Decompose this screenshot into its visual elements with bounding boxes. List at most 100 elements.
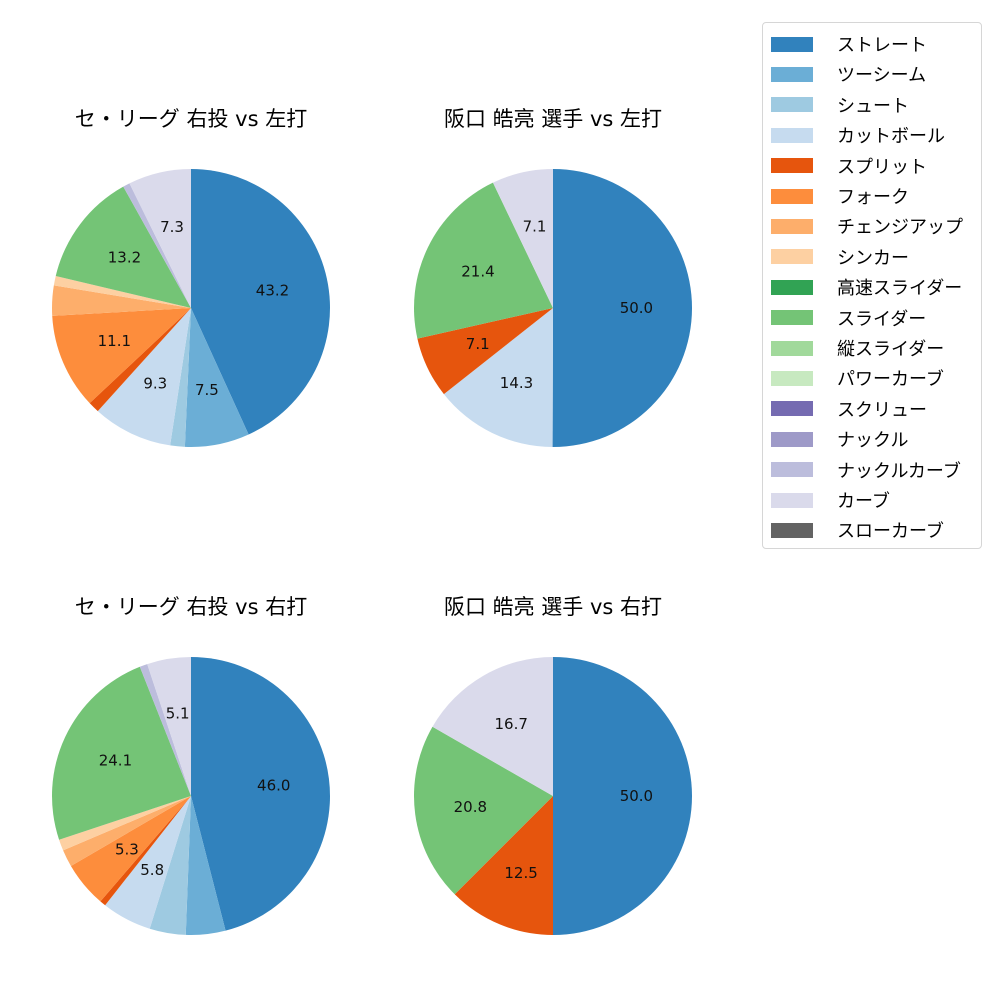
legend-label: カットボール xyxy=(837,126,945,148)
slice-percent-label: 5.1 xyxy=(166,705,190,723)
pie-slice xyxy=(553,657,692,935)
legend-item: ストレート xyxy=(771,32,927,56)
slice-percent-label: 7.3 xyxy=(160,218,184,236)
pie-slice xyxy=(454,796,553,935)
pie-slice xyxy=(149,796,191,935)
legend-swatch xyxy=(771,370,813,386)
chart-title: セ・リーグ 右投 vs 右打 xyxy=(74,595,308,619)
legend-label: ナックル xyxy=(837,430,909,452)
legend-swatch xyxy=(771,431,813,447)
legend-item: フォーク xyxy=(771,184,909,208)
legend-label: スローカーブ xyxy=(837,521,944,543)
pie-slice xyxy=(191,169,331,435)
legend-label: パワーカーブ xyxy=(837,369,944,391)
slice-percent-label: 16.7 xyxy=(495,715,528,733)
legend-swatch xyxy=(771,462,813,478)
legend-swatch xyxy=(771,310,813,326)
slice-percent-label: 9.3 xyxy=(143,374,167,392)
legend-swatch xyxy=(771,127,813,143)
legend-label: ツーシーム xyxy=(837,65,927,87)
pie-slice xyxy=(552,169,693,448)
pie-slice xyxy=(53,275,192,308)
slice-percent-label: 11.1 xyxy=(98,332,131,350)
pie-slice xyxy=(97,308,191,446)
pie-slice xyxy=(105,796,191,929)
legend-label: ストレート xyxy=(837,35,927,56)
pie-chart: 50.0 14.3 7.1 21.4 7.1 xyxy=(414,169,693,448)
slice-percent-label: 7.1 xyxy=(523,218,547,236)
pie-slice xyxy=(129,169,191,308)
legend-item: スローカーブ xyxy=(771,518,944,542)
legend-item: シンカー xyxy=(771,245,909,269)
slice-percent-label: 46.0 xyxy=(257,777,290,795)
legend: ストレートツーシームシュートカットボール スプリットフォークチェンジアップ シンカー… xyxy=(762,22,982,549)
legend-item: スクリュー xyxy=(771,397,927,421)
chart-title: セ・リーグ 右投 vs 左打 xyxy=(74,107,308,131)
legend-item: スプリット xyxy=(771,154,927,178)
slice-percent-label: 20.8 xyxy=(454,798,487,816)
legend-item: チェンジアップ xyxy=(771,214,963,238)
legend-swatch xyxy=(771,158,813,174)
legend-label: シュート xyxy=(837,95,909,117)
pie-slice xyxy=(70,796,191,902)
slice-percent-label: 24.1 xyxy=(99,752,132,770)
pie-slice xyxy=(55,186,192,308)
legend-swatch xyxy=(771,97,813,113)
chart-title: 阪口 皓亮 選手 vs 右打 xyxy=(443,595,663,619)
pie-slice xyxy=(170,308,191,447)
pie-slice xyxy=(51,285,191,316)
slice-percent-label: 12.5 xyxy=(504,864,537,882)
legend-item: カットボール xyxy=(771,123,945,147)
legend-swatch xyxy=(771,492,813,508)
chart-title: 阪口 皓亮 選手 vs 左打 xyxy=(443,107,663,131)
pie-slice xyxy=(59,796,191,851)
legend-item: シュート xyxy=(771,93,909,117)
legend-label: フォーク xyxy=(837,187,909,208)
legend-swatch xyxy=(771,249,813,265)
pie-chart: 46.0 5.85.3 24.1 5.1 xyxy=(51,657,331,935)
legend-label: チェンジアップ xyxy=(837,217,963,239)
legend-swatch xyxy=(771,66,813,82)
legend-swatch xyxy=(771,188,813,204)
legend-label: カーブ xyxy=(837,491,890,512)
pie-slice xyxy=(443,308,553,447)
slice-percent-label: 43.2 xyxy=(256,281,289,299)
slice-percent-label: 14.3 xyxy=(500,374,533,392)
pie-slice xyxy=(492,169,553,308)
slice-percent-label: 50.0 xyxy=(620,299,653,317)
pie-slice xyxy=(185,796,226,935)
legend-label: スプリット xyxy=(837,156,927,178)
pie-slice xyxy=(51,666,192,840)
legend-item: 縦スライダー xyxy=(771,336,944,360)
pie-slice xyxy=(89,308,191,412)
legend-item: ナックルカーブ xyxy=(771,458,961,482)
pie-slice xyxy=(123,183,191,308)
legend-item: スライダー xyxy=(771,306,926,330)
legend-item: ナックル xyxy=(771,427,908,451)
legend-label: スライダー xyxy=(837,308,927,330)
legend-item: パワーカーブ xyxy=(771,366,944,390)
pie-slice xyxy=(52,308,191,404)
pie-slice xyxy=(100,796,191,906)
pie-slice xyxy=(417,308,553,395)
legend-swatch xyxy=(771,401,813,417)
pie-chart: 50.0 12.5 20.8 16.7 xyxy=(414,657,692,935)
legend-item: 高速スライダー xyxy=(771,275,962,299)
legend-label: 縦スライダー xyxy=(837,339,945,360)
slice-percent-label: 13.2 xyxy=(108,249,141,267)
pie-slice xyxy=(63,796,192,867)
legend-swatch xyxy=(771,36,813,52)
legend-swatch xyxy=(771,522,813,538)
pie-slice xyxy=(184,308,249,447)
legend-label: 高速スライダー xyxy=(837,278,963,300)
legend-label: スクリュー xyxy=(837,399,927,421)
slice-percent-label: 7.1 xyxy=(466,335,490,353)
legend-label: ナックルカーブ xyxy=(837,460,961,482)
pie-slice xyxy=(432,657,553,796)
slice-percent-label: 21.4 xyxy=(461,263,494,281)
legend-label: シンカー xyxy=(837,247,909,269)
legend-swatch xyxy=(771,340,813,356)
pie-slice xyxy=(191,657,331,931)
legend-item: ツーシーム xyxy=(771,62,926,86)
legend-swatch xyxy=(771,279,813,295)
